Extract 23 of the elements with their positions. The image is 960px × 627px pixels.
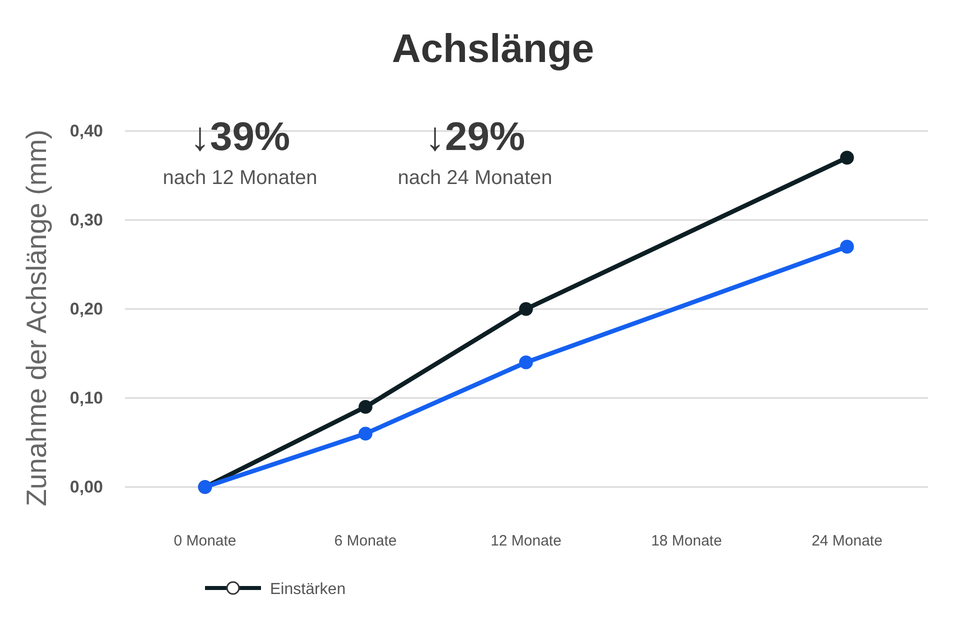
point	[519, 356, 533, 370]
x-tick-label: 6 Monate	[334, 532, 397, 550]
point	[840, 150, 854, 165]
x-tick-label: 12 Monate	[490, 532, 562, 550]
x-tick-label: 0 Monate	[174, 532, 236, 550]
annotation: nach 24 Monaten	[398, 167, 552, 189]
point	[358, 400, 372, 414]
x-tick-label: 24 Monate	[812, 532, 882, 550]
point	[358, 426, 372, 440]
y-tick-label: 0,10	[70, 388, 103, 408]
annotation: ↓39%	[190, 115, 290, 159]
y-tick-label: 0,40	[70, 121, 103, 140]
y-tick-label: 0,20	[70, 299, 103, 318]
chart-title: Achslänge	[392, 27, 594, 71]
point	[840, 240, 854, 254]
annotation: ↓29%	[424, 115, 526, 159]
y-tick-label: 0,30	[70, 210, 103, 230]
y-tick-label: 0,00	[70, 477, 103, 496]
x-tick-label: 18 Monate	[651, 532, 722, 550]
y-axis-title: Zunahme der Achslänge (mm)	[21, 130, 52, 506]
legend-label: Einstärken	[270, 581, 346, 598]
annotation: nach 12 Monaten	[162, 167, 318, 189]
point	[519, 302, 533, 316]
